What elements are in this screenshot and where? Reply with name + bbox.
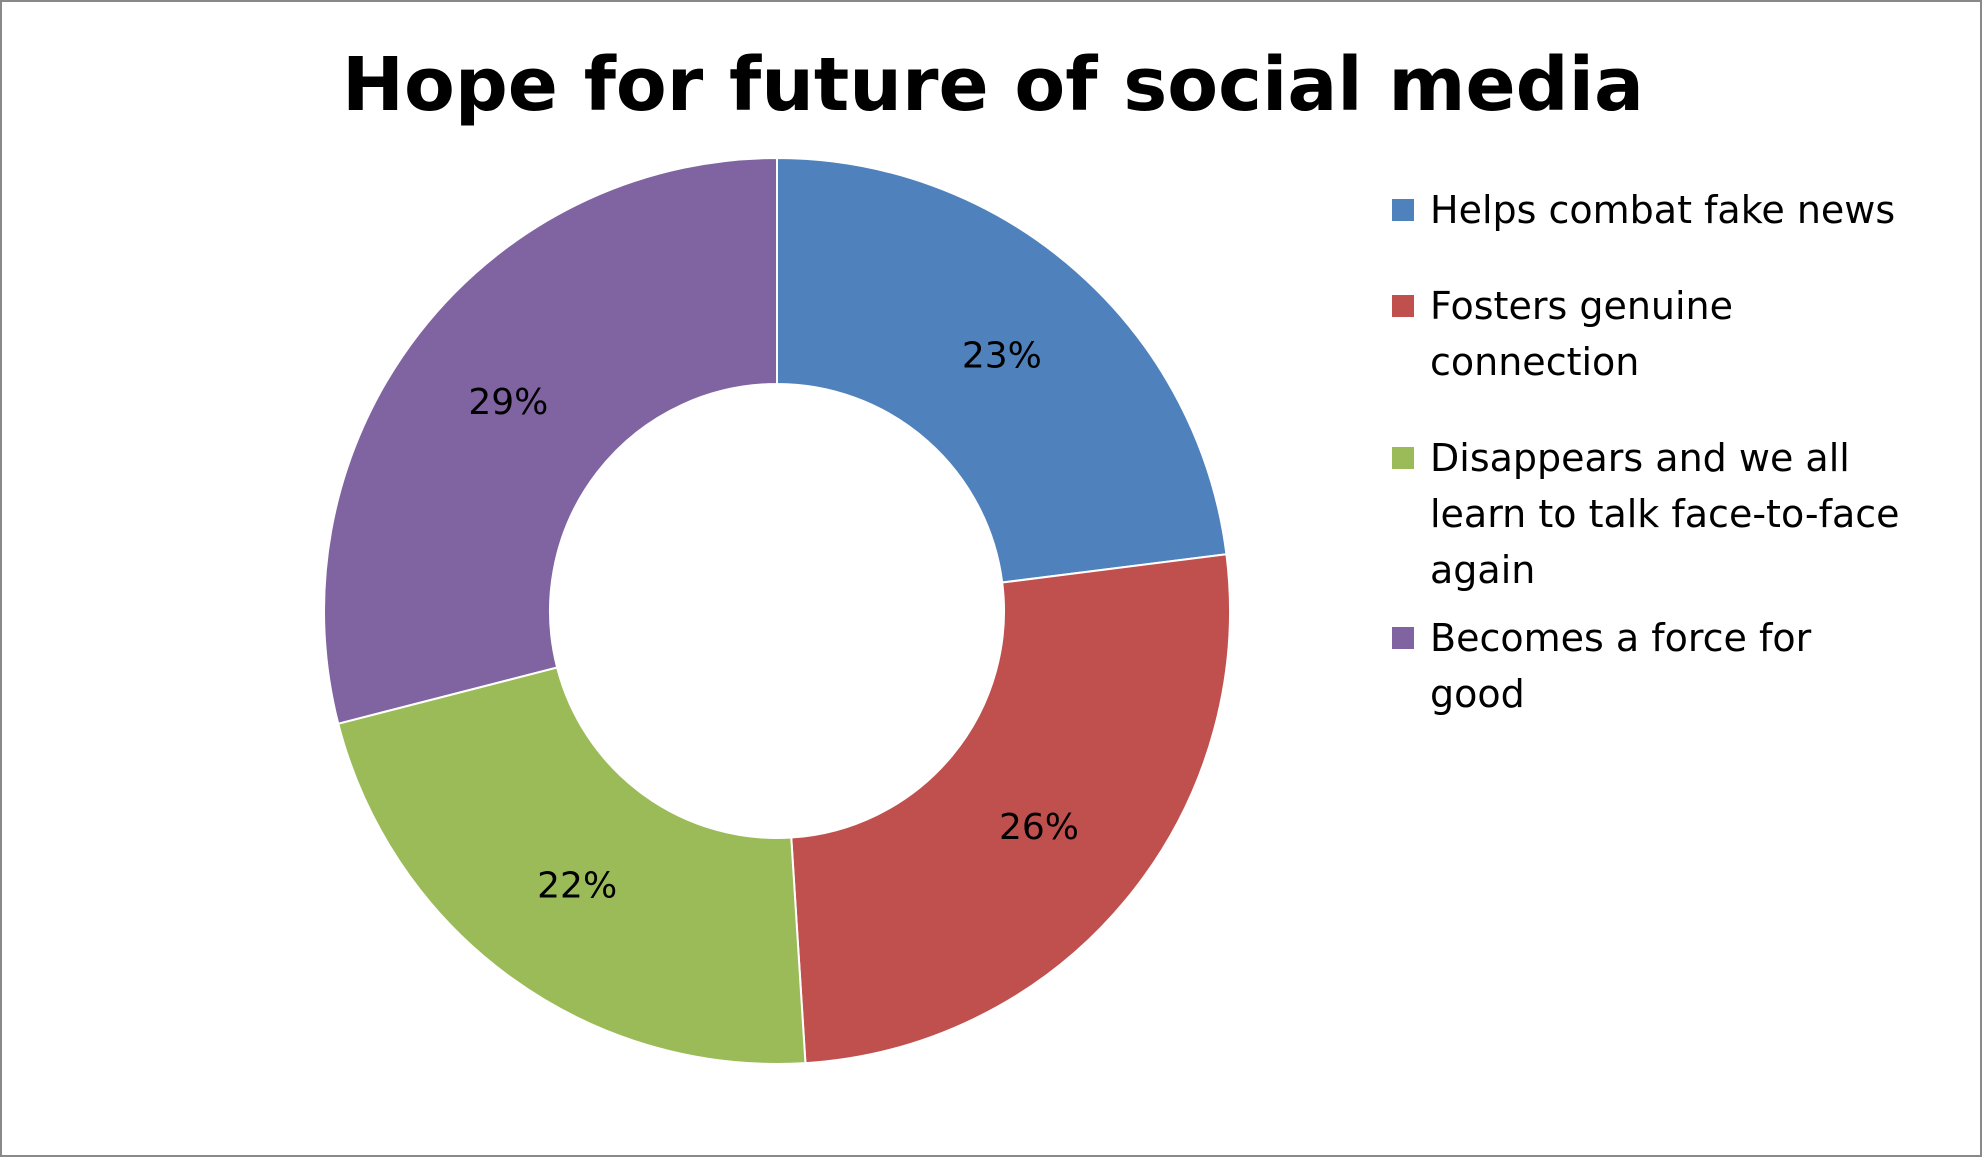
donut-slices <box>323 156 1231 1065</box>
legend-swatch-helps-combat-fake-news <box>1392 199 1414 221</box>
legend-swatch-disappears <box>1392 447 1414 469</box>
legend-label: Fosters genuine connection <box>1430 284 1734 384</box>
legend-item-disappears: Disappears and we all learn to talk face… <box>1392 430 1912 598</box>
legend-label: Helps combat fake news <box>1430 188 1896 232</box>
legend-item-fosters-genuine-connection: Fosters genuine connection <box>1392 278 1912 390</box>
data-label-becomes-a-force-for-good: 29% <box>468 382 548 423</box>
donut-slice-fosters-genuine-connection <box>790 553 1231 1065</box>
legend-item-helps-combat-fake-news: Helps combat fake news <box>1392 182 1912 238</box>
legend-swatch-fosters-genuine-connection <box>1392 295 1414 317</box>
legend-label: Becomes a force for good <box>1430 616 1812 716</box>
donut-slice-helps-combat-fake-news <box>776 156 1228 584</box>
data-label-disappears-and-we-all-learn-to-talk-face-to-face-again: 22% <box>537 866 617 907</box>
legend-label: Disappears and we all learn to talk face… <box>1430 436 1900 592</box>
donut-data-labels: 23% 26% 22% 29% <box>468 335 1079 906</box>
chart-title: Hope for future of social media <box>342 42 1644 128</box>
donut-slice-becomes-a-force-for-good <box>323 156 778 725</box>
data-label-fosters-genuine-connection: 26% <box>999 807 1079 848</box>
data-label-helps-combat-fake-news: 23% <box>962 335 1042 376</box>
legend-item-force-for-good: Becomes a force for good <box>1392 610 1912 722</box>
legend-swatch-force-for-good <box>1392 627 1414 649</box>
donut-slice-disappears-and-we-all-learn-to-talk-face-to-face-again <box>337 666 807 1065</box>
chart-legend: Helps combat fake news Fosters genuine c… <box>1392 182 1912 762</box>
